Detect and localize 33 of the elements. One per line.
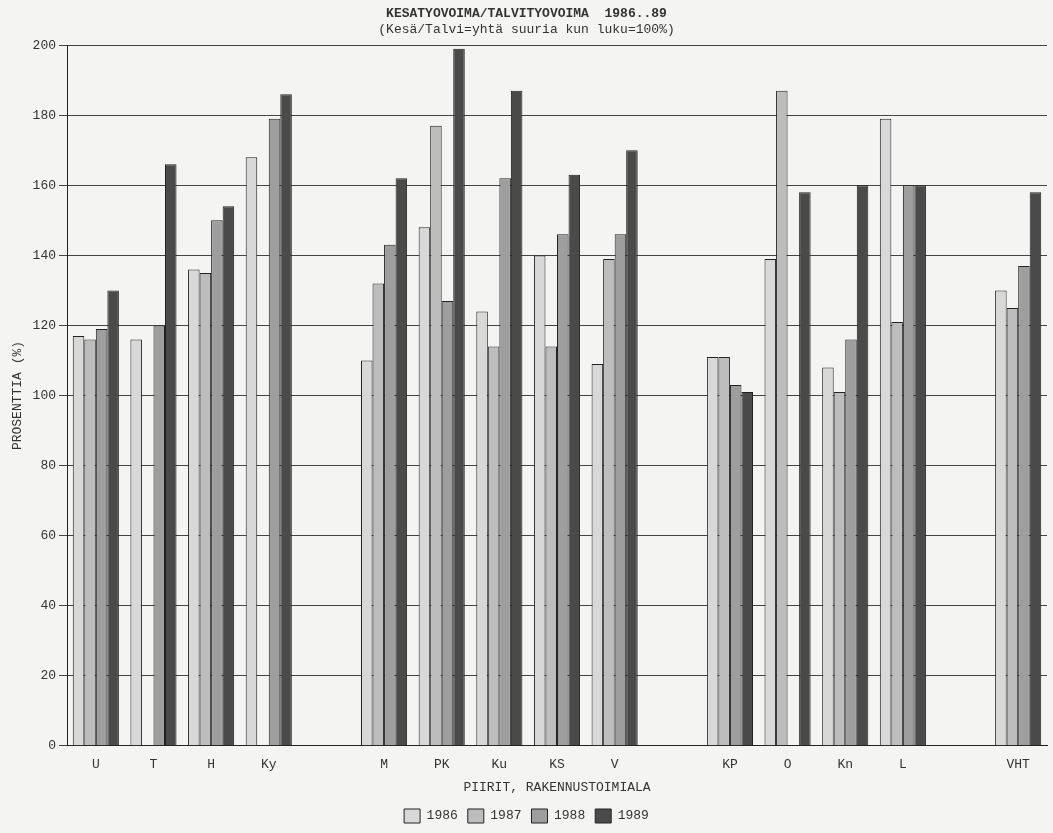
x-axis-title: PIIRIT, RAKENNUSTOIMIALA	[463, 779, 651, 795]
x-tick-label: VHT	[1006, 757, 1031, 773]
y-tick-label: 180	[32, 107, 56, 123]
y-tick-label: 120	[32, 317, 56, 333]
y-tick-label: 160	[32, 177, 56, 193]
x-tick-label: Ky	[260, 757, 277, 773]
legend-label: 1988	[554, 808, 586, 824]
x-tick-label: M	[380, 757, 388, 773]
legend-label: 1989	[617, 808, 649, 824]
x-tick-label: T	[149, 757, 158, 773]
y-tick-label: 40	[40, 598, 56, 614]
x-tick-label: KP	[722, 757, 738, 773]
y-tick-label: 100	[32, 387, 56, 403]
x-tick-label: KS	[549, 757, 565, 773]
x-tick-label: U	[91, 757, 100, 773]
x-tick-label: V	[610, 757, 619, 773]
y-tick-label: 0	[48, 738, 56, 754]
legend-label: 1987	[490, 808, 522, 824]
x-tick-label: Kn	[837, 757, 854, 773]
chart-title: KESATYOVOIMA/TALVITYOVOIMA 1986..89	[386, 6, 668, 22]
x-tick-label: PK	[433, 757, 450, 773]
x-tick-label: O	[783, 757, 792, 773]
y-tick-label: 200	[32, 37, 56, 53]
legend-label: 1986	[426, 808, 458, 824]
chart-subtitle: (Kesä/Talvi=yhtä suuria kun luku=100%)	[378, 21, 675, 37]
y-tick-label: 140	[32, 247, 56, 263]
y-tick-label: 80	[40, 458, 56, 473]
x-tick-label: L	[898, 757, 907, 773]
y-axis-title: PROSENTTIA (%)	[10, 340, 26, 451]
x-tick-label: Ku	[491, 757, 508, 773]
y-tick-label: 20	[40, 668, 56, 684]
x-tick-label: H	[207, 757, 216, 773]
y-tick-label: 60	[40, 528, 56, 544]
